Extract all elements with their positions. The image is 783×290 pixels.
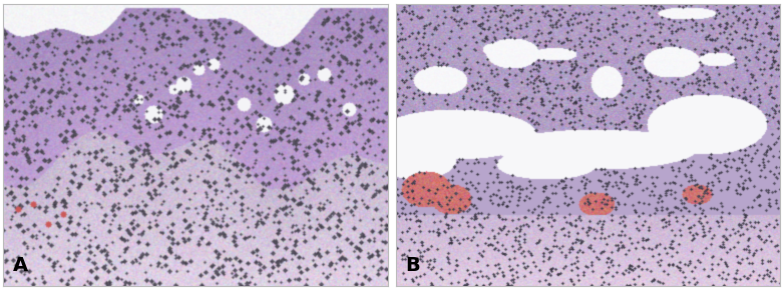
Text: A: A [13,256,27,275]
Text: B: B [405,256,420,275]
